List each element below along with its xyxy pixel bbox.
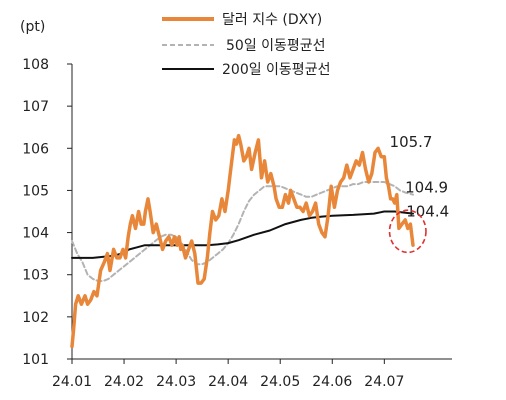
highlight-circle bbox=[388, 209, 427, 254]
series-line-dxy bbox=[70, 133, 415, 349]
x-tick-label: 24.07 bbox=[364, 374, 404, 390]
y-tick-label: 103 bbox=[22, 268, 49, 284]
x-tick-label: 24.04 bbox=[208, 374, 248, 390]
y-tick-label: 105 bbox=[22, 183, 49, 199]
series-layer bbox=[70, 133, 415, 349]
series-line-ma50 bbox=[71, 181, 414, 282]
y-tick-label: 104 bbox=[22, 226, 49, 242]
value-annotation: 104.4 bbox=[406, 203, 449, 221]
x-tick-label: 24.05 bbox=[260, 374, 300, 390]
y-tick-label: 106 bbox=[22, 141, 49, 157]
value-annotation: 104.9 bbox=[405, 179, 448, 197]
y-tick-label: 108 bbox=[22, 57, 49, 73]
x-tick-label: 24.02 bbox=[104, 374, 144, 390]
legend-label-ma200: 200일 이동평균선 bbox=[222, 62, 330, 78]
y-axis: 101 102 103 104 105 106 107 108 bbox=[22, 57, 73, 368]
annotation-layer: 105.7 104.9 104.4 bbox=[388, 133, 449, 254]
legend-label-dxy: 달러 지수 (DXY) bbox=[222, 12, 322, 28]
x-tick-label: 24.01 bbox=[52, 374, 92, 390]
x-tick-label: 24.03 bbox=[156, 374, 196, 390]
x-axis: 24.01 24.02 24.03 24.04 24.05 24.06 24.07 bbox=[52, 358, 452, 390]
value-annotation: 105.7 bbox=[390, 133, 433, 151]
legend-label-ma50: 50일 이동평균선 bbox=[226, 38, 326, 54]
y-axis-unit-label: (pt) bbox=[20, 19, 45, 35]
x-tick-label: 24.06 bbox=[312, 374, 352, 390]
y-tick-label: 102 bbox=[22, 310, 49, 326]
y-tick-label: 101 bbox=[22, 352, 49, 368]
legend: 달러 지수 (DXY) 50일 이동평균선 200일 이동평균선 bbox=[162, 12, 330, 78]
y-tick-label: 107 bbox=[22, 99, 49, 115]
